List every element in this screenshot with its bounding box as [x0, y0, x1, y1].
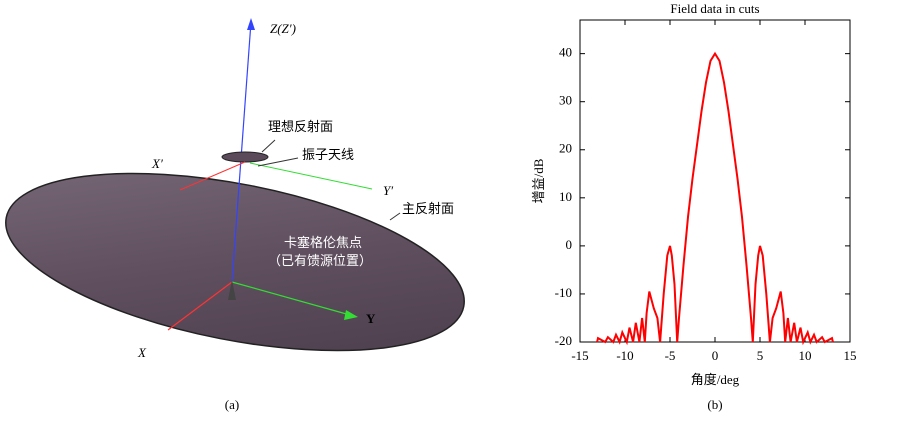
caption: (a): [225, 397, 239, 412]
z-arrow: [247, 18, 255, 30]
y-tick-label: 40: [559, 45, 572, 60]
leader: [257, 157, 299, 167]
y-tick-label: 10: [559, 189, 572, 204]
label: 主反射面: [402, 201, 454, 216]
y-arrow: [344, 310, 358, 320]
main-reflector-shape: [5, 172, 465, 352]
label: X′: [151, 156, 163, 171]
feed: [228, 280, 236, 300]
label: （已有馈源位置）: [268, 253, 372, 268]
x-axis-label: 角度/deg: [691, 372, 740, 387]
y-axis-label: 增益/dB: [531, 158, 546, 203]
label: Y′: [383, 183, 393, 198]
x-tick-label: 10: [799, 348, 812, 363]
caption: (b): [707, 397, 722, 412]
y-tick-label: 20: [559, 141, 572, 156]
label: 卡塞格伦焦点: [284, 235, 362, 250]
label: X: [137, 345, 147, 360]
chart-title: Field data in cuts: [670, 1, 759, 16]
x-axis-line: [167, 281, 233, 331]
leader: [389, 212, 401, 221]
x-prime-line: [179, 161, 246, 191]
y-axis-line: [231, 281, 351, 316]
x-tick-label: 5: [757, 348, 764, 363]
y-tick-label: -10: [555, 285, 572, 300]
x-tick-label: -5: [665, 348, 676, 363]
x-tick-label: 15: [844, 348, 857, 363]
chart: Field data in cuts 角度/deg 增益/dB (b) -15-…: [531, 1, 857, 412]
y-prime-line: [249, 162, 373, 190]
x-tick-label: -15: [571, 348, 588, 363]
plot-frame: [579, 19, 851, 343]
label: Z(Z′): [270, 21, 296, 36]
y-tick-label: -20: [555, 333, 572, 348]
x-tick-label: -10: [616, 348, 633, 363]
y-tick-label: 30: [559, 93, 572, 108]
y-tick-label: 0: [566, 237, 573, 252]
x-tick-label: 0: [712, 348, 719, 363]
ideal-reflector-shape: [221, 151, 269, 163]
label: Y: [366, 311, 376, 326]
leader: [261, 139, 276, 153]
label: 振子天线: [302, 147, 354, 162]
label: 理想反射面: [268, 119, 333, 134]
diagram: Z(Z′) 理想反射面 振子天线 X′ Y′ 主反射面 卡塞格伦焦点 （已有馈源…: [5, 18, 465, 412]
data-line: [596, 51, 834, 346]
